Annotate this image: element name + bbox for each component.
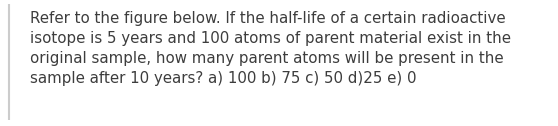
Text: Refer to the figure below. If the half-life of a certain radioactive
isotope is : Refer to the figure below. If the half-l… (30, 11, 511, 86)
